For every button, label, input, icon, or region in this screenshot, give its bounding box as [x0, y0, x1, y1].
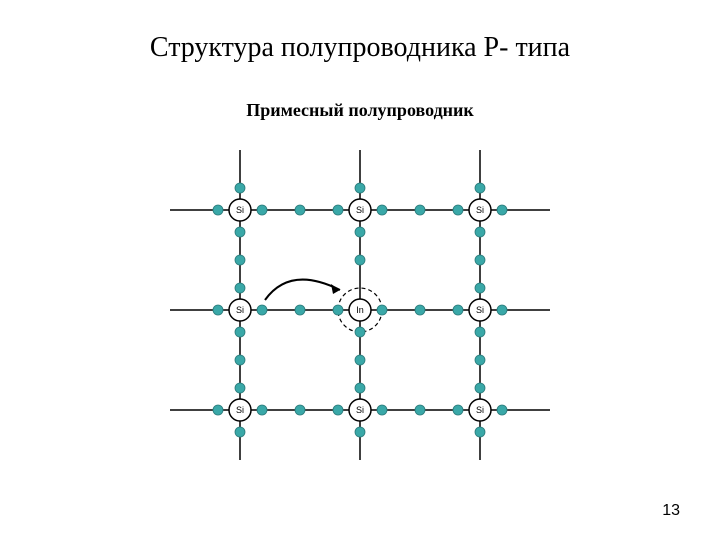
svg-text:Si: Si: [236, 305, 244, 315]
svg-text:Si: Si: [476, 305, 484, 315]
svg-text:In: In: [356, 305, 364, 315]
svg-text:Si: Si: [356, 405, 364, 415]
lattice-diagram: Si Si Si Si In Si Si Si Si: [170, 140, 550, 480]
svg-text:Si: Si: [476, 405, 484, 415]
page-title: Структура полупроводника P- типа: [0, 32, 720, 64]
svg-text:Si: Si: [236, 405, 244, 415]
page-number: 13: [662, 502, 680, 520]
page-subtitle: Примесный полупроводник: [0, 100, 720, 121]
svg-text:Si: Si: [476, 205, 484, 215]
svg-text:Si: Si: [356, 205, 364, 215]
svg-text:Si: Si: [236, 205, 244, 215]
